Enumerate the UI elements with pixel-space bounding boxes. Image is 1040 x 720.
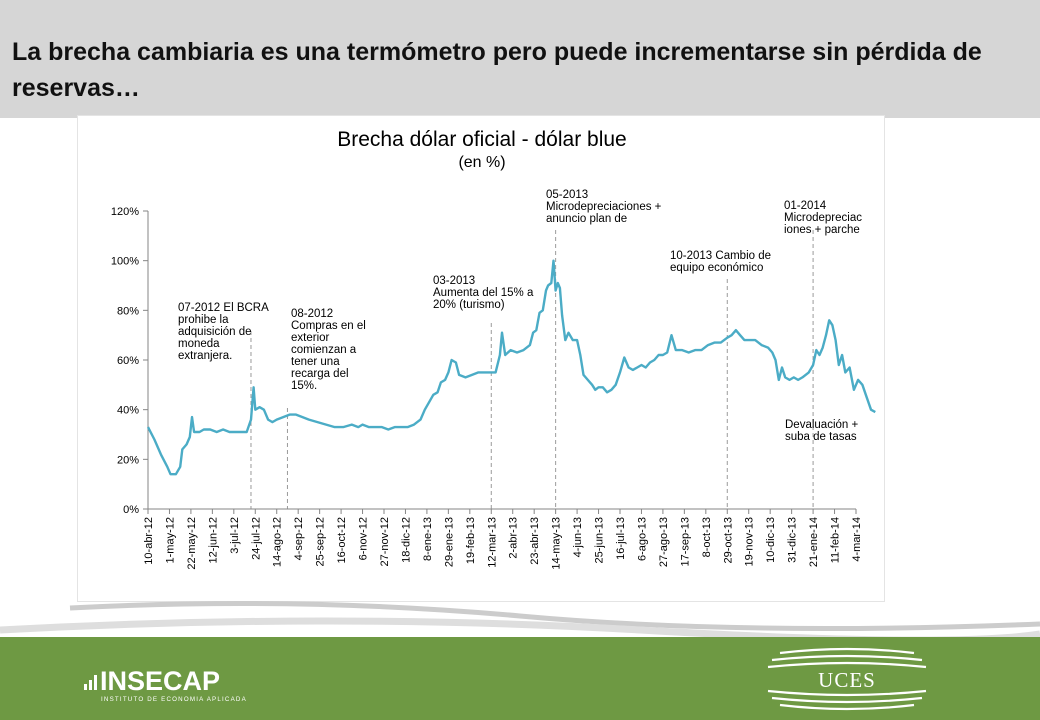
annotation-label: Microdepreciac: [784, 212, 862, 224]
x-tick-label: 11-feb-14: [830, 517, 842, 563]
x-tick-label: 1-may-12: [164, 517, 176, 563]
x-tick-label: 21-ene-14: [808, 517, 820, 567]
x-tick-label: 19-nov-13: [744, 517, 756, 567]
x-tick-label: 4-jun-13: [572, 517, 584, 557]
footer-band: [0, 637, 1040, 720]
annotation-label: iones + parche: [784, 224, 860, 236]
annotation-label: 10-2013 Cambio de: [670, 250, 771, 262]
x-tick-label: 2-abr-13: [508, 517, 520, 559]
annotation-label: equipo económico: [670, 262, 763, 274]
y-tick-label: 60%: [117, 355, 139, 367]
x-tick-label: 29-oct-13: [722, 517, 734, 563]
y-tick-label: 100%: [111, 256, 139, 268]
uces-logo: UCES: [767, 647, 927, 711]
chart-title: Brecha dólar oficial - dólar blue: [337, 128, 627, 151]
x-tick-label: 8-ene-13: [422, 517, 434, 561]
annotation-label: exterior: [291, 332, 330, 344]
x-tick-label: 4-mar-14: [851, 517, 863, 562]
x-tick-label: 10-abr-12: [143, 517, 155, 565]
y-tick-label: 20%: [117, 454, 139, 466]
x-tick-label: 23-abr-13: [529, 517, 541, 565]
y-tick-label: 120%: [111, 206, 139, 218]
slide-title: La brecha cambiaria es una termómetro pe…: [12, 38, 982, 102]
x-tick-label: 8-oct-13: [701, 517, 713, 557]
line-chart: Brecha dólar oficial - dólar blue (en %)…: [111, 128, 876, 570]
annotation-label: 03-2013: [433, 275, 475, 287]
x-tick-label: 27-ago-13: [658, 517, 670, 567]
x-tick-label: 4-sep-12: [293, 517, 305, 560]
x-tick-label: 18-dic-12: [400, 517, 412, 563]
x-tick-label: 12-jun-12: [207, 517, 219, 563]
decorative-swoosh: [0, 601, 1040, 640]
insecap-logo: INSECAP INSTITUTO DE ECONOMIA APLICADA: [84, 666, 247, 703]
annotation-label: adquisición de: [178, 326, 252, 338]
chart-subtitle: (en %): [458, 154, 505, 171]
annotation-label: Compras en el: [291, 320, 366, 332]
annotation-label: prohibe la: [178, 314, 229, 326]
x-tick-label: 25-sep-12: [315, 517, 327, 567]
x-tick-label: 17-sep-13: [679, 517, 691, 567]
annotation-label: suba de tasas: [785, 431, 857, 443]
annotation-label: moneda: [178, 338, 220, 350]
x-tick-label: 14-ago-12: [272, 517, 284, 567]
x-tick-label: 24-jul-12: [250, 517, 262, 560]
insecap-subtitle: INSTITUTO DE ECONOMIA APLICADA: [101, 696, 247, 703]
annotation-label: recarga del: [291, 368, 349, 380]
annotation-label: Microdepreciaciones +: [546, 201, 662, 213]
annotation-label: 08-2012: [291, 308, 333, 320]
insecap-wordmark: INSECAP: [100, 666, 220, 696]
x-tick-label: 29-ene-13: [443, 517, 455, 567]
y-tick-label: 0%: [123, 504, 139, 516]
annotation-label: 05-2013: [546, 189, 588, 201]
x-tick-label: 6-nov-12: [358, 517, 370, 560]
x-tick-label: 16-oct-12: [336, 517, 348, 563]
x-tick-label: 10-dic-13: [765, 517, 777, 563]
y-tick-label: 80%: [117, 305, 139, 317]
x-tick-label: 19-feb-13: [465, 517, 477, 564]
annotation-label: tener una: [291, 356, 340, 368]
x-tick-label: 22-may-12: [186, 517, 198, 570]
y-tick-label: 40%: [117, 405, 139, 417]
slide-header: La brecha cambiaria es una termómetro pe…: [0, 0, 1040, 118]
annotation-label: 20% (turismo): [433, 299, 505, 311]
annotation-label: 07-2012 El BCRA: [178, 302, 269, 314]
x-tick-label: 12-mar-13: [486, 517, 498, 568]
x-tick-label: 6-ago-13: [636, 517, 648, 561]
annotation-label: Aumenta del 15% a: [433, 287, 534, 299]
annotation-label: anuncio plan de: [546, 213, 627, 225]
annotation-label: comienzan a: [291, 344, 357, 356]
annotation-label: 15%.: [291, 380, 317, 392]
x-tick-label: 14-may-13: [551, 517, 563, 570]
series-line: [146, 259, 876, 476]
x-tick-label: 25-jun-13: [594, 517, 606, 563]
uces-wordmark: UCES: [818, 668, 876, 692]
annotation-label: Devaluación +: [785, 419, 858, 431]
x-tick-label: 16-jul-13: [615, 517, 627, 560]
annotation-label: 01-2014: [784, 200, 827, 212]
annotation-label: extranjera.: [178, 350, 232, 362]
x-tick-label: 3-jul-12: [229, 517, 241, 554]
x-tick-label: 31-dic-13: [787, 517, 799, 563]
chart-frame: Brecha dólar oficial - dólar blue (en %)…: [77, 115, 885, 602]
x-tick-label: 27-nov-12: [379, 517, 391, 567]
